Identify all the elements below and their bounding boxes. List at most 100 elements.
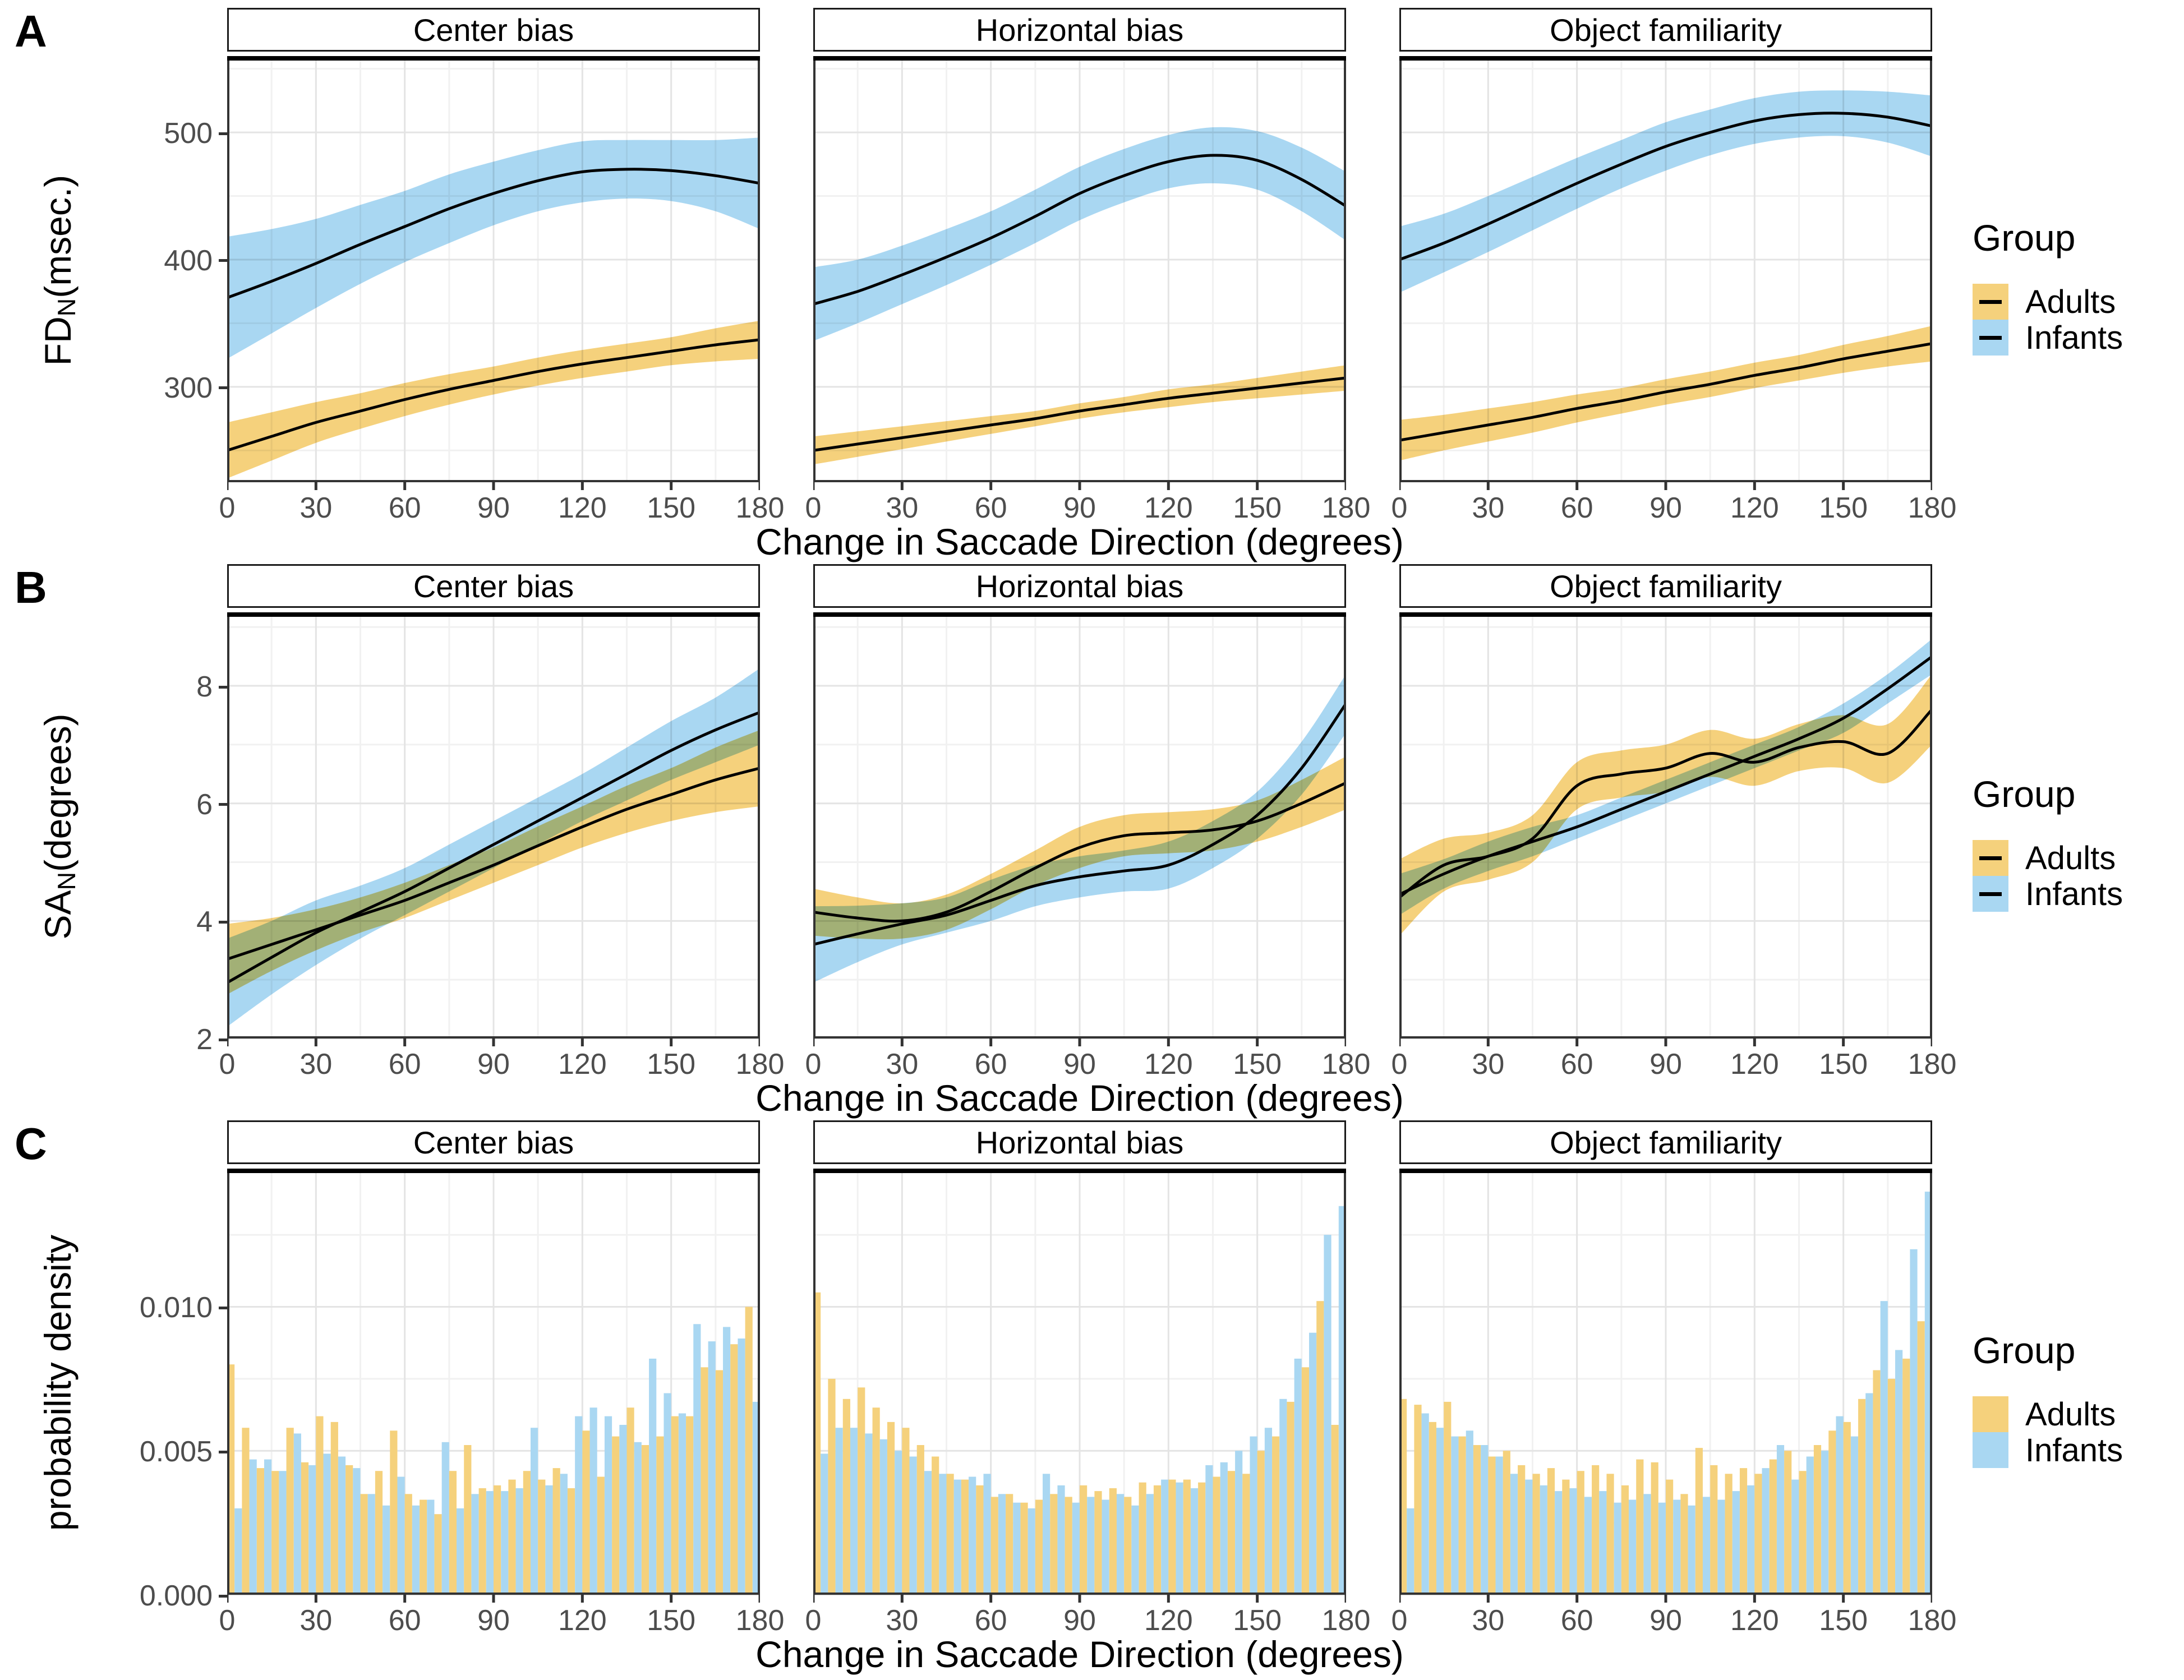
legend-entry-infants: Infants [1973,1432,2184,1469]
adults-bar [330,1421,338,1595]
adults-bar [828,1378,836,1595]
infants-bar [1629,1499,1637,1595]
infants-bar [1220,1462,1228,1595]
infants-line [1399,112,1932,261]
x-tick-label: 90 [1649,492,1682,524]
adults-bar [478,1488,486,1595]
infants-bar [234,1508,242,1595]
row-letter-b: B [15,562,47,612]
legend-label: Infants [2025,319,2123,356]
y-axis-title: probability density [36,1235,79,1531]
adults-swatch [1973,1396,2008,1432]
infants-bar [1673,1499,1681,1595]
adults-bar [1592,1465,1600,1595]
infants-bar [1836,1416,1844,1595]
adults-bar [990,1497,998,1595]
x-tick-label: 180 [735,1604,785,1637]
y-axis-tick-labels: 0.000 0.005 0.010 [115,1170,227,1612]
infants-bar [293,1433,301,1595]
x-tick-label: 90 [1649,1604,1682,1637]
infants-bar [530,1428,538,1595]
legend-title: Group [1973,217,2076,259]
x-tick-label: 150 [1819,492,1868,524]
x-tick-label: 180 [1321,1048,1371,1081]
adults-bar [1227,1471,1236,1595]
infants-bar [412,1505,420,1595]
legend-entry-adults: Adults [1973,284,2184,320]
x-axis-tick-labels: 0 30 60 90 120 150 180 [1392,1047,1957,1081]
legend-label: Adults [2025,1396,2116,1433]
infants-bar [1880,1301,1888,1595]
infants-bar [619,1425,627,1595]
x-axis-tick-labels: 0 30 60 90 120 150 180 [219,1604,785,1637]
x-tick-label: 0 [1391,1604,1408,1637]
x-tick-label: 150 [1819,1604,1868,1637]
adults-bar [745,1307,753,1595]
adults-bar [1153,1485,1162,1595]
adults-bar [1858,1399,1866,1595]
adults-bar [701,1367,708,1595]
adults-bar [345,1465,353,1595]
x-tick-label: 120 [557,1604,607,1637]
x-tick-label: 150 [1233,1048,1282,1081]
infants-bar [895,1451,902,1595]
y-tick-label: 500 [164,117,213,150]
adults-bar [1065,1497,1072,1595]
infants-bar [1495,1456,1503,1595]
infants-bar [1569,1488,1577,1595]
x-tick-label: 120 [1730,1604,1779,1637]
adults-bar [858,1387,865,1595]
adults-bar [1429,1421,1436,1595]
infants-bar [1806,1456,1814,1595]
panel-c-object-familiarity: Object familiarity 0 30 60 90 120 150 180 [1392,1120,1956,1637]
x-tick-label: 60 [974,1604,1007,1637]
infants-bar [249,1459,257,1595]
infants-bar [1555,1491,1563,1595]
adults-bar [1621,1485,1629,1595]
y-tick-label: 0.010 [139,1291,213,1324]
x-tick-label: 0 [805,492,822,524]
infants-swatch [1973,876,2008,912]
legend-key-line-icon [1979,892,2002,896]
infants-bar [367,1494,375,1595]
adults-bar [626,1407,634,1595]
adults-bar [360,1494,368,1595]
adults-bar [1139,1482,1146,1595]
row-c-probability-density: C probability density 0.000 0.005 0.010 Ce… [0,1120,2184,1677]
adults-bar [1331,1425,1339,1595]
adults-bar [301,1462,309,1595]
x-tick-label: 30 [886,1604,919,1637]
infants-bar [545,1485,553,1595]
adults-bar [242,1428,250,1595]
y-tick-mark [219,1038,227,1041]
x-tick-label: 0 [805,1604,822,1637]
x-tick-label: 180 [735,1048,785,1081]
x-tick-label: 180 [1907,1604,1957,1637]
y-tick-label: 300 [164,371,213,404]
adults-bar [1257,1451,1265,1595]
x-tick-label: 150 [647,1604,696,1637]
adults-bar [1710,1465,1718,1595]
infants-bar [850,1428,858,1595]
infants-bar [1540,1485,1547,1595]
infants-bar [953,1479,961,1595]
infants-bar [1717,1499,1725,1595]
adults-ribbon [813,365,1346,465]
infants-line [227,168,760,299]
adults-line [1399,342,1932,442]
infants-ribbon [1399,90,1932,293]
x-tick-label: 0 [805,1048,822,1081]
adults-swatch [1973,284,2008,320]
infants-bar [515,1488,523,1595]
infants-bar [1250,1436,1257,1595]
panel-b-horizontal-bias: Horizontal bias 0 30 60 90 120 150 180 [805,564,1370,1081]
infants-bar [1451,1436,1459,1595]
legend-entry-adults: Adults [1973,840,2184,876]
legend-entry-infants: Infants [1973,320,2184,356]
infants-bar [1466,1430,1473,1595]
adults-bar [1198,1482,1206,1595]
x-tick-label: 150 [1233,1604,1282,1637]
panel-c-horizontal-bias: Horizontal bias 0 30 60 90 120 150 180 [805,1120,1370,1637]
adults-line [813,781,1346,923]
x-tick-label: 0 [1391,492,1408,524]
